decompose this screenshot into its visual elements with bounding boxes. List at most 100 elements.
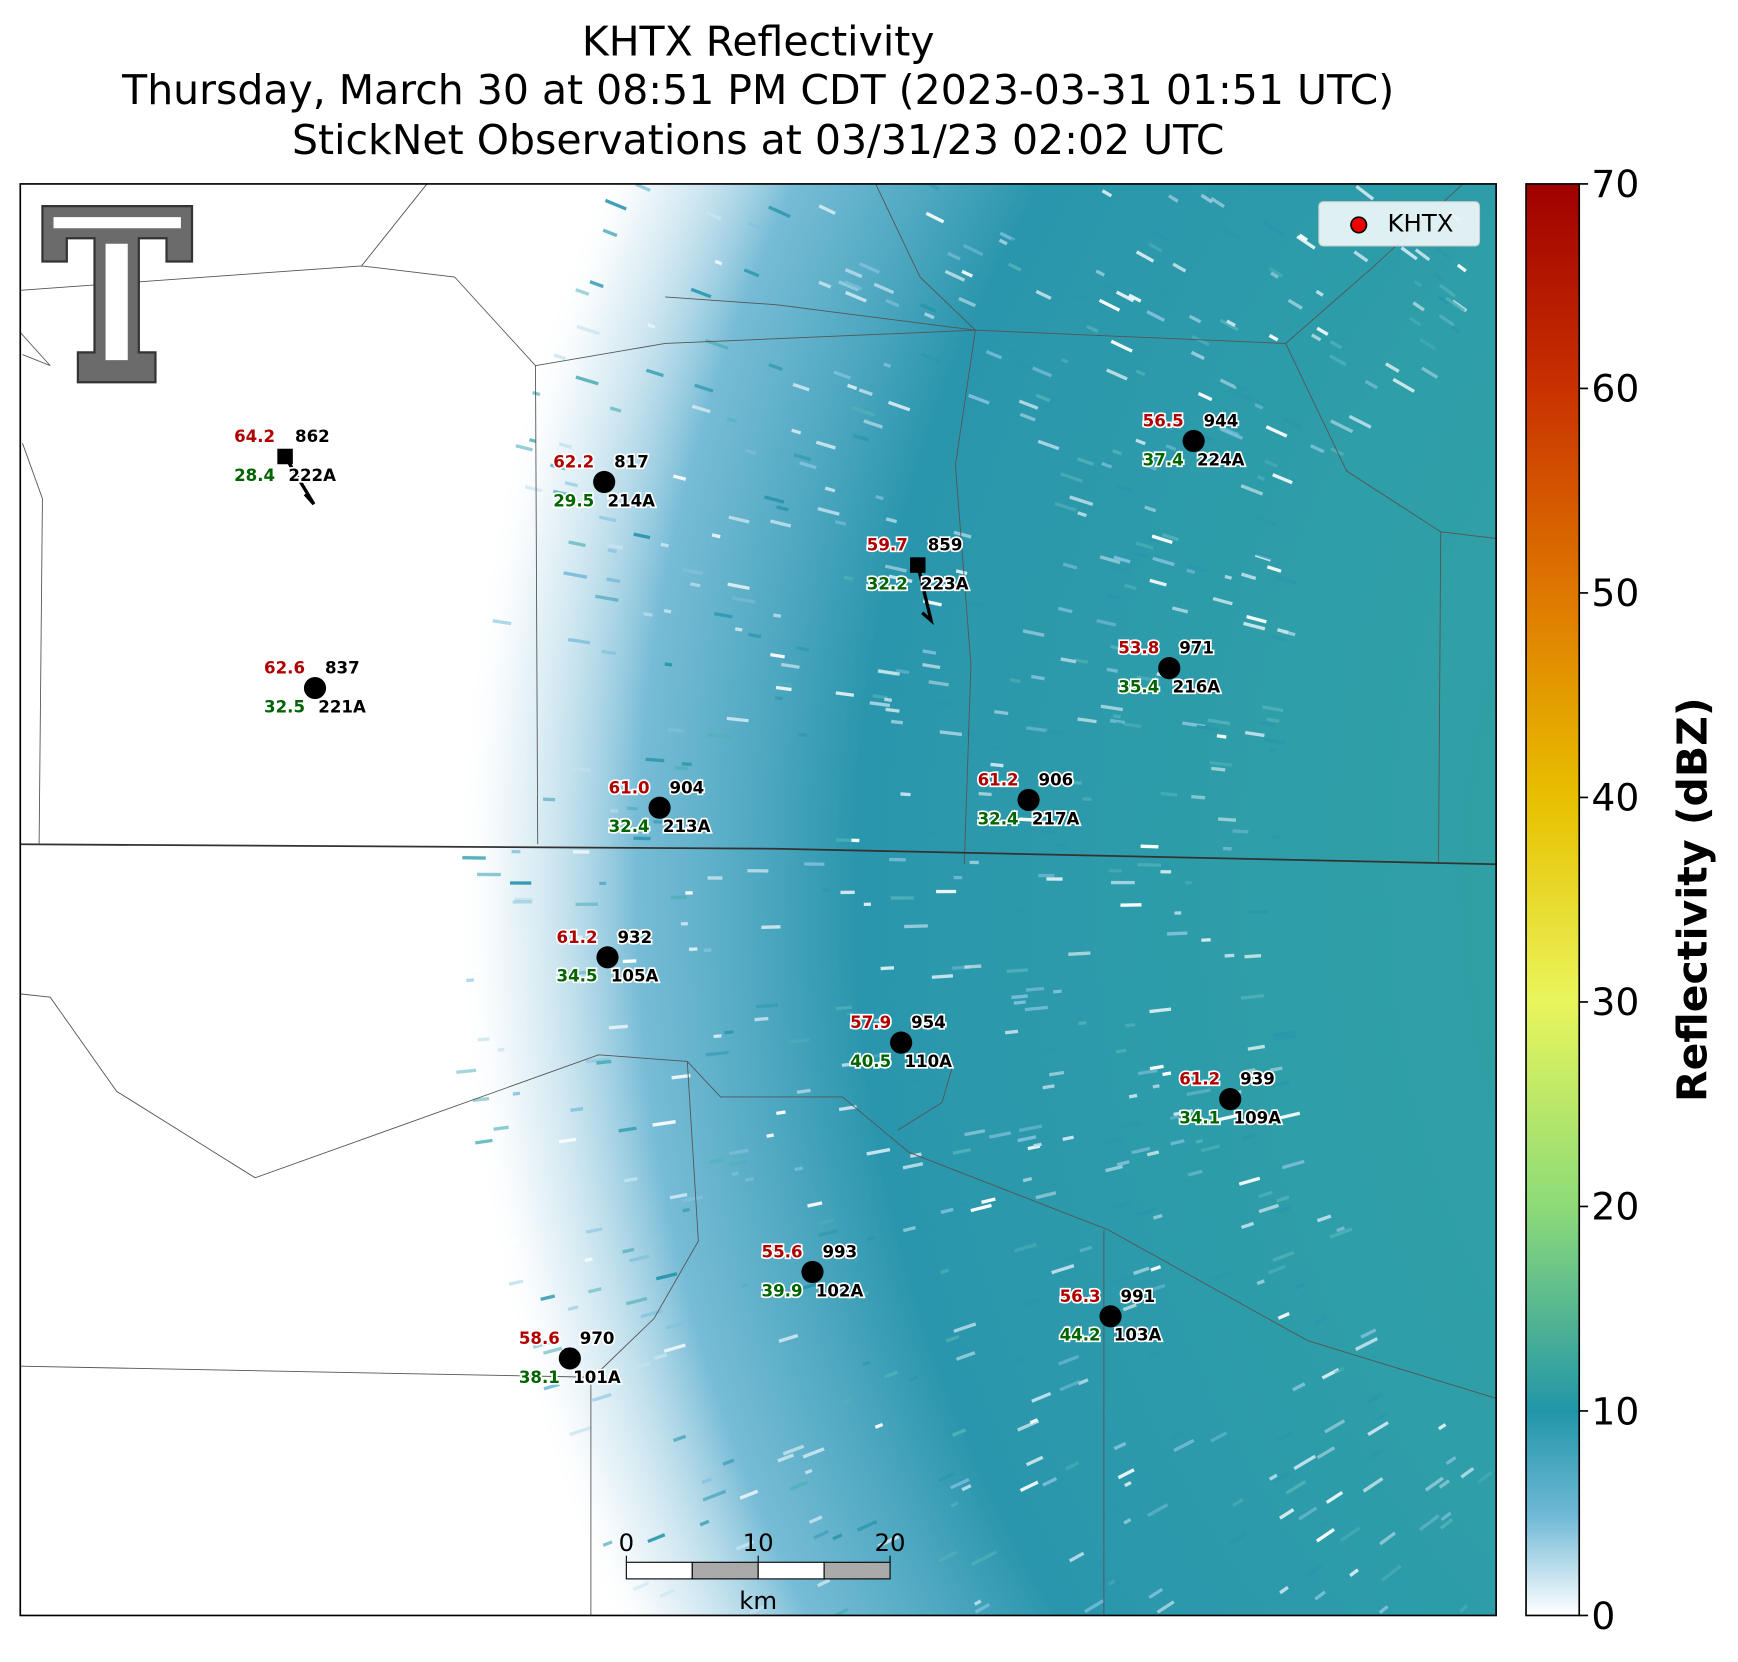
radar-streak bbox=[843, 280, 863, 291]
radar-streak bbox=[990, 762, 1004, 768]
radar-streak bbox=[1042, 1084, 1055, 1090]
station-id: 109A bbox=[1234, 1109, 1282, 1128]
radar-streak bbox=[1013, 1242, 1037, 1253]
radar-streak bbox=[1445, 1455, 1457, 1466]
colorbar: Reflectivity (dBZ) 0 10 20 30 40 50 60 70 bbox=[1525, 162, 1717, 1638]
radar-streak bbox=[1216, 734, 1227, 739]
radar-streak bbox=[1353, 250, 1369, 263]
radar-streak bbox=[1079, 1245, 1093, 1253]
station-id: 110A bbox=[904, 1052, 952, 1071]
radar-streak bbox=[682, 1207, 690, 1213]
radar-streak bbox=[1105, 1164, 1123, 1173]
radar-streak bbox=[925, 440, 946, 450]
radar-streak bbox=[818, 1218, 835, 1225]
radar-streak bbox=[880, 966, 895, 971]
radar-streak bbox=[702, 1489, 727, 1502]
radar-streak bbox=[665, 1322, 683, 1330]
radar-streak bbox=[553, 353, 567, 361]
radar-streak bbox=[1191, 334, 1210, 347]
radar-streak bbox=[477, 1037, 490, 1042]
radar-streak bbox=[816, 1578, 831, 1588]
radar-streak bbox=[456, 1068, 477, 1074]
radar-streak bbox=[1265, 1572, 1283, 1586]
radar-streak bbox=[846, 1291, 870, 1301]
map bbox=[20, 183, 1497, 1616]
radar-streak bbox=[497, 1047, 505, 1052]
radar-streak bbox=[663, 1343, 686, 1353]
radar-streak bbox=[885, 707, 900, 713]
radar-streak bbox=[1318, 1517, 1333, 1529]
radar-streak bbox=[1156, 1600, 1175, 1614]
border bbox=[897, 1063, 954, 1131]
dewpoint: 32.2 bbox=[867, 574, 908, 593]
radar-streak bbox=[681, 762, 692, 767]
radar-streak bbox=[1026, 719, 1043, 726]
radar-streak bbox=[633, 532, 651, 540]
station-id: 223A bbox=[921, 574, 969, 593]
radar-streak bbox=[743, 268, 760, 278]
radar-streak bbox=[606, 577, 621, 584]
radar-streak bbox=[1144, 1283, 1166, 1295]
radar-streak bbox=[1100, 704, 1124, 712]
radar-streak bbox=[847, 383, 858, 391]
radar-streak bbox=[1112, 1201, 1131, 1210]
radar-streak bbox=[1133, 1266, 1150, 1276]
radar-streak bbox=[1224, 574, 1233, 580]
radar-streak bbox=[1186, 1088, 1211, 1097]
radar-streak bbox=[1112, 449, 1123, 456]
radar-streak bbox=[1077, 511, 1087, 518]
radar-streak bbox=[604, 198, 627, 211]
radar-streak bbox=[1218, 224, 1240, 241]
radar-streak bbox=[887, 730, 895, 736]
radar-streak bbox=[841, 1062, 855, 1068]
radar-streak bbox=[714, 612, 733, 619]
radar-streak bbox=[922, 662, 941, 670]
radar-streak bbox=[919, 1239, 939, 1248]
radar-streak bbox=[1439, 283, 1457, 298]
pressure: 970 bbox=[580, 1329, 615, 1348]
radar-streak bbox=[1314, 1590, 1326, 1601]
radar-streak bbox=[1273, 1470, 1291, 1483]
map-frame bbox=[19, 183, 1497, 1617]
radar-streak bbox=[664, 662, 673, 667]
border bbox=[22, 443, 43, 845]
radar-streak bbox=[1244, 954, 1262, 959]
radar-streak bbox=[955, 569, 968, 576]
pressure: 939 bbox=[1240, 1070, 1275, 1089]
radar-streak bbox=[1276, 1205, 1291, 1214]
wind-barb bbox=[283, 455, 316, 506]
dewpoint: 37.4 bbox=[1143, 450, 1184, 469]
radar-streak bbox=[1135, 438, 1146, 446]
radar-streak bbox=[1035, 1191, 1057, 1200]
station: 61.2 32.4 906 217A bbox=[976, 769, 1081, 830]
radar-streak bbox=[1367, 1392, 1384, 1404]
radar-streak bbox=[1082, 797, 1092, 802]
radar-streak bbox=[940, 1207, 954, 1214]
radar-streak bbox=[824, 486, 836, 493]
radar-streak bbox=[1115, 290, 1135, 303]
radar-streak bbox=[1063, 1253, 1081, 1262]
radar-streak bbox=[1113, 555, 1131, 564]
radar-streak bbox=[846, 1011, 854, 1016]
radar-streak bbox=[968, 600, 986, 608]
radar-streak bbox=[1282, 629, 1296, 637]
radar-streak bbox=[973, 1599, 982, 1606]
radar-streak bbox=[1349, 1568, 1359, 1577]
border bbox=[361, 183, 428, 267]
radar-streak bbox=[924, 312, 935, 320]
radar-streak bbox=[793, 453, 812, 462]
radar-streak bbox=[1069, 495, 1094, 507]
radar-streak bbox=[594, 594, 619, 602]
radar-streak bbox=[1378, 1604, 1389, 1615]
radar-streak bbox=[1031, 366, 1053, 378]
radar-streak bbox=[795, 646, 810, 652]
title-line: KHTX Reflectivity bbox=[582, 17, 935, 65]
radar-streak bbox=[955, 1202, 967, 1208]
radar-streak bbox=[1272, 473, 1293, 485]
station: 55.6 39.9 993 102A bbox=[760, 1241, 865, 1302]
radar-streak bbox=[1264, 459, 1278, 468]
radar-streak bbox=[567, 637, 591, 645]
radar-streak bbox=[1242, 1133, 1255, 1140]
radar-streak bbox=[707, 733, 732, 739]
radar-streak bbox=[890, 719, 903, 725]
